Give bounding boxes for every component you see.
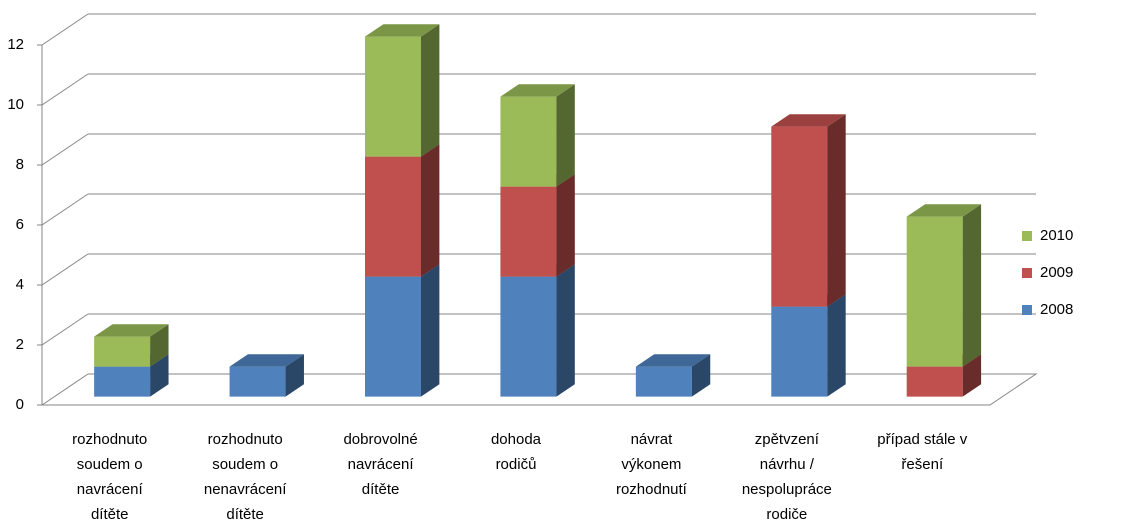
x-tick-label: návrhu / — [760, 456, 815, 473]
x-tick-label: rodičů — [496, 456, 537, 473]
bar-side — [556, 264, 575, 397]
bar-side — [150, 324, 169, 367]
bar-side — [962, 354, 982, 397]
y-tick-label: 8 — [16, 156, 24, 173]
y-tick-label: 4 — [16, 276, 24, 293]
x-tick-label: zpětvzení — [755, 431, 820, 448]
bar — [500, 276, 557, 397]
y-tick-label: 12 — [7, 36, 24, 53]
y-tick-label: 6 — [16, 216, 24, 233]
bar — [771, 126, 828, 307]
grid-line — [41, 73, 89, 106]
legend-label: 2009 — [1040, 264, 1073, 281]
bar — [229, 366, 286, 397]
bar-top — [364, 24, 440, 37]
grid-line — [41, 313, 89, 346]
bar — [364, 156, 421, 277]
grid-line — [41, 253, 89, 286]
bar-top — [906, 204, 982, 217]
x-tick-label: rozhodnuto — [208, 431, 283, 448]
bar — [364, 276, 421, 397]
legend-swatch — [1022, 268, 1032, 278]
bar-top — [500, 84, 575, 97]
bar-side — [285, 354, 304, 397]
bar-side — [150, 354, 169, 397]
bar-side — [827, 114, 846, 307]
legend-swatch — [1022, 305, 1032, 315]
bar-side — [420, 24, 440, 157]
x-tick-label: nespolupráce — [742, 481, 832, 498]
bar-side — [556, 84, 575, 187]
bar-top — [635, 354, 711, 367]
x-tick-label: nenavrácení — [204, 481, 287, 498]
x-tick-label: rozhodnutí — [616, 481, 688, 498]
bar — [906, 216, 963, 367]
x-tick-label: dohoda — [491, 431, 542, 448]
bar — [635, 366, 692, 397]
legend-label: 2008 — [1040, 301, 1073, 318]
bar-top — [229, 354, 304, 367]
bar-side — [962, 204, 982, 367]
x-tick-label: dobrovolné — [343, 431, 417, 448]
legend-swatch — [1022, 231, 1032, 241]
x-tick-label: dítěte — [226, 506, 264, 523]
x-tick-label: návrat — [631, 431, 674, 448]
x-tick-label: dítěte — [91, 506, 129, 523]
grid-line — [41, 193, 89, 226]
bar-top — [771, 114, 846, 127]
x-tick-label: řešení — [901, 456, 944, 473]
y-tick-label: 2 — [16, 336, 24, 353]
bar — [364, 36, 421, 157]
grid-line — [41, 373, 89, 406]
bar-side — [556, 174, 575, 277]
x-tick-label: výkonem — [621, 456, 681, 473]
x-tick-label: rozhodnuto — [72, 431, 147, 448]
grid-line — [41, 133, 89, 166]
bar-side — [420, 144, 440, 277]
bar — [500, 186, 557, 277]
bar — [94, 336, 151, 367]
y-tick-label: 0 — [16, 396, 24, 413]
x-tick-label: navrácení — [348, 456, 415, 473]
grid-line — [41, 13, 89, 46]
bar-side — [420, 264, 440, 397]
bar-side — [827, 294, 846, 397]
bar-top — [94, 324, 169, 337]
legend-label: 2010 — [1040, 227, 1073, 244]
bar — [500, 96, 557, 187]
x-tick-label: navrácení — [77, 481, 144, 498]
x-tick-label: případ stále v — [877, 431, 968, 448]
x-tick-label: soudem o — [212, 456, 278, 473]
x-tick-label: rodiče — [766, 506, 807, 523]
bar — [906, 366, 963, 397]
x-tick-label: dítěte — [362, 481, 400, 498]
bar — [94, 366, 151, 397]
x-tick-label: soudem o — [77, 456, 143, 473]
bar — [771, 306, 828, 397]
bar-side — [691, 354, 711, 397]
y-tick-label: 10 — [7, 96, 24, 113]
